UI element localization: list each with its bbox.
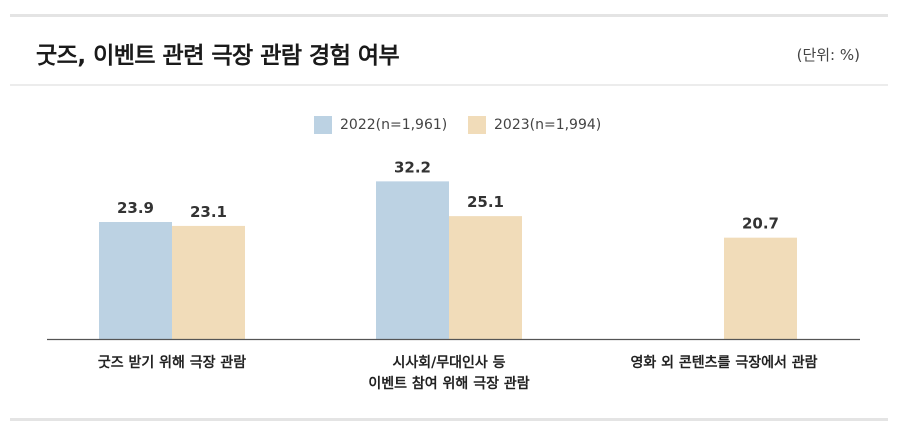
bar-2022-cat1 — [99, 222, 172, 339]
category-label-3-line1: 영화 외 콘텐츠를 극장에서 관람 — [631, 354, 818, 371]
value-label-2022-cat2: 32.2 — [394, 158, 431, 176]
legend-item-2023: 2023(n=1,994) — [468, 116, 601, 134]
legend-swatch-2023 — [468, 116, 486, 134]
value-label-2022-cat1: 23.9 — [117, 199, 154, 217]
legend-label-2022: 2022(n=1,961) — [340, 117, 448, 133]
legend-label-2023: 2023(n=1,994) — [494, 117, 602, 133]
bottom-divider — [10, 418, 888, 421]
bar-2022-cat2 — [376, 181, 449, 339]
chart-title: 굿즈, 이벤트 관련 극장 관람 경험 여부 — [36, 43, 400, 69]
category-label-2-line2: 이벤트 참여 위해 극장 관람 — [368, 375, 529, 392]
legend-item-2022: 2022(n=1,961) — [314, 116, 447, 134]
bar-2023-cat1 — [172, 225, 245, 339]
category-label-2-line1: 시사회/무대인사 등 — [392, 354, 505, 371]
value-label-2023-cat2: 25.1 — [467, 193, 504, 211]
unit-label: (단위: %) — [796, 46, 860, 64]
value-label-2023-cat3: 20.7 — [742, 215, 779, 233]
bar-2023-cat2 — [449, 216, 522, 339]
legend: 2022(n=1,961) 2023(n=1,994) — [0, 116, 900, 138]
top-divider — [10, 14, 888, 17]
value-label-2023-cat1: 23.1 — [190, 203, 227, 221]
legend-swatch-2022 — [314, 116, 332, 134]
category-label-1-line1: 굿즈 받기 위해 극장 관람 — [98, 354, 246, 371]
bar-2023-cat3 — [724, 237, 797, 339]
header-divider — [10, 84, 888, 86]
